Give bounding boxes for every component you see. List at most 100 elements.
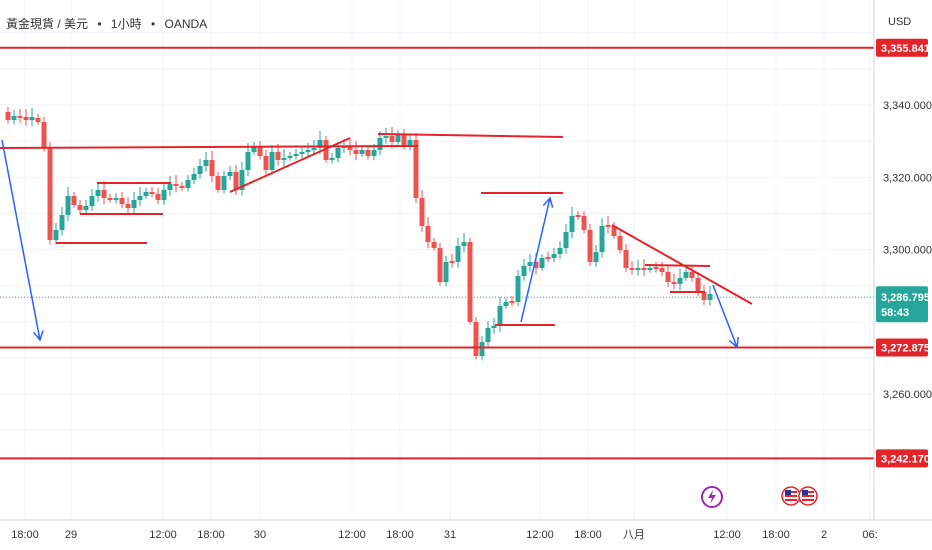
- price-axis[interactable]: 3,340.000 3,320.000 3,300.000 3,260.000: [883, 100, 932, 401]
- x-tick-label: 06:: [862, 529, 877, 541]
- candle-body: [125, 204, 131, 208]
- candle-body: [239, 170, 245, 190]
- current-price-tag: [876, 286, 928, 323]
- level-low-text: 3,242.170: [881, 453, 930, 465]
- candle-body: [59, 215, 65, 230]
- currency-label: USD: [888, 16, 911, 28]
- candle-body: [611, 226, 617, 236]
- candle-body: [647, 268, 653, 270]
- candle-body: [593, 252, 599, 262]
- drawing-line[interactable]: [0, 145, 419, 149]
- candle-body: [623, 250, 629, 268]
- candle-body: [431, 242, 437, 248]
- arrow-drawing[interactable]: [520, 196, 554, 323]
- level-low-tag: [876, 449, 928, 468]
- candle-body: [203, 160, 209, 166]
- candle-body: [371, 150, 377, 156]
- candle-body: [245, 152, 251, 170]
- price-labels: 3,355.841 3,272.875 3,242.170 3,286.795 58:4…: [876, 38, 930, 468]
- candle-body: [257, 146, 263, 156]
- candle-body: [353, 150, 359, 154]
- candle-body: [683, 272, 689, 278]
- candle-body: [617, 236, 623, 250]
- chart-title: 黃金現貨 / 美元 • 1小時 • OANDA: [6, 16, 207, 31]
- candle-body: [443, 262, 449, 282]
- drawing-line[interactable]: [644, 264, 711, 267]
- x-tick-label: 18:00: [762, 529, 790, 541]
- candle-body: [365, 150, 371, 156]
- candle-body: [65, 196, 71, 215]
- candle-body: [185, 180, 191, 188]
- candle-body: [35, 118, 41, 122]
- candle-body: [197, 166, 203, 174]
- candle-body: [335, 148, 341, 158]
- arrow-drawing[interactable]: [1, 139, 44, 342]
- drawing-line[interactable]: [229, 137, 351, 193]
- candle-body: [359, 150, 365, 154]
- y-tick-label: 3,340.000: [883, 100, 932, 112]
- y-tick-label: 3,300.000: [883, 245, 932, 257]
- candle-body: [5, 112, 11, 120]
- x-tick-label: 12:00: [338, 529, 366, 541]
- candle-body: [155, 194, 161, 200]
- candle-body: [317, 140, 323, 148]
- x-tick-label: 30: [254, 529, 266, 541]
- candle-body: [401, 134, 407, 146]
- candle-body: [605, 225, 611, 227]
- level-top-tag: [876, 38, 928, 57]
- candle-body: [389, 136, 395, 142]
- candle-body: [557, 248, 563, 254]
- candle-body: [179, 186, 185, 188]
- candle-body: [89, 196, 95, 206]
- candle-body: [11, 116, 17, 120]
- y-tick-label: 3,320.000: [883, 172, 932, 184]
- candle-body: [143, 192, 149, 196]
- candle-body: [161, 190, 167, 200]
- candle-body: [503, 302, 509, 306]
- drawing-line[interactable]: [611, 224, 753, 305]
- candle-body: [329, 158, 335, 160]
- candle-body: [113, 198, 119, 200]
- candle-body: [455, 246, 461, 262]
- candle-body: [383, 136, 389, 138]
- x-tick-label: 12:00: [713, 529, 741, 541]
- level-mid-text: 3,272.875: [881, 342, 930, 354]
- drawings: [0, 46, 874, 460]
- candle-body: [395, 134, 401, 142]
- time-axis[interactable]: 18:00 29 12:00 18:00 30 12:00 18:00 31 12:00 18:0…: [11, 529, 877, 541]
- candle-body: [311, 148, 317, 150]
- candle-body: [263, 156, 269, 170]
- arrow-drawing[interactable]: [712, 284, 740, 349]
- candle-body: [275, 152, 281, 160]
- candle-body: [287, 156, 293, 158]
- currency-box[interactable]: [875, 8, 925, 34]
- candle-body: [689, 272, 695, 278]
- candle-body: [29, 117, 35, 120]
- candle-body: [323, 140, 329, 160]
- candle-body: [167, 184, 173, 190]
- candle-body: [77, 205, 83, 210]
- drawing-line[interactable]: [377, 133, 564, 138]
- candle-body: [467, 242, 473, 322]
- x-tick-label: 12:00: [149, 529, 177, 541]
- candle-body: [269, 152, 275, 170]
- current-price-text: 3,286.795: [881, 292, 930, 304]
- candle-body: [233, 172, 239, 190]
- candle-body: [191, 174, 197, 180]
- x-tick-label: 31: [444, 529, 456, 541]
- x-tick-label: 29: [65, 529, 77, 541]
- x-tick-label: 18:00: [11, 529, 39, 541]
- candle-body: [479, 342, 485, 356]
- candle-body: [437, 248, 443, 282]
- candle-body: [677, 278, 683, 284]
- candle-body: [701, 292, 707, 300]
- countdown-text: 58:43: [881, 307, 909, 319]
- candle-body: [653, 267, 659, 269]
- x-tick-label: 2: [821, 529, 827, 541]
- x-tick-label: 八月: [623, 529, 645, 541]
- candle-body: [569, 216, 575, 232]
- candle-body: [209, 160, 215, 176]
- candle-body: [215, 176, 221, 190]
- candle-body: [41, 122, 47, 148]
